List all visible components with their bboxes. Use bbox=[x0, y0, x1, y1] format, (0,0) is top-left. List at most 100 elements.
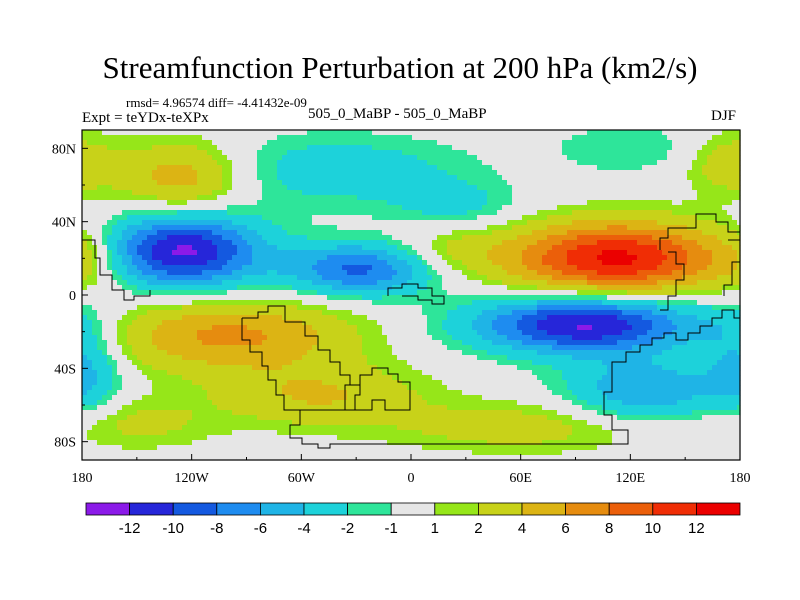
field-cell bbox=[437, 235, 443, 241]
field-cell bbox=[392, 170, 398, 176]
field-cell bbox=[637, 225, 643, 231]
field-cell bbox=[477, 185, 483, 191]
field-cell bbox=[427, 190, 433, 196]
field-cell bbox=[657, 155, 663, 161]
field-cell bbox=[642, 215, 648, 221]
field-cell bbox=[652, 135, 658, 141]
field-cell bbox=[172, 150, 178, 156]
field-cell bbox=[92, 265, 98, 271]
field-cell bbox=[212, 270, 218, 276]
field-cell bbox=[302, 260, 308, 266]
field-cell bbox=[182, 175, 188, 181]
field-cell bbox=[527, 210, 533, 216]
field-cell bbox=[362, 130, 368, 136]
field-cell bbox=[522, 145, 528, 151]
field-cell bbox=[432, 195, 438, 201]
field-cell bbox=[412, 250, 418, 256]
field-cell bbox=[412, 315, 418, 321]
field-cell bbox=[92, 145, 98, 151]
field-cell bbox=[197, 235, 203, 241]
field-cell bbox=[87, 210, 93, 216]
field-cell bbox=[632, 290, 638, 296]
field-cell bbox=[697, 155, 703, 161]
field-cell bbox=[442, 250, 448, 256]
field-cell bbox=[422, 185, 428, 191]
field-cell bbox=[257, 250, 263, 256]
field-cell bbox=[457, 300, 463, 306]
field-cell bbox=[277, 170, 283, 176]
field-cell bbox=[272, 260, 278, 266]
field-cell bbox=[292, 285, 298, 291]
field-cell bbox=[207, 300, 213, 306]
field-cell bbox=[107, 135, 113, 141]
field-cell bbox=[532, 285, 538, 291]
field-cell bbox=[732, 245, 738, 251]
field-cell bbox=[317, 275, 323, 281]
field-cell bbox=[312, 265, 318, 271]
field-cell bbox=[512, 165, 518, 171]
field-cell bbox=[232, 180, 238, 186]
field-cell bbox=[622, 275, 628, 281]
field-cell bbox=[632, 285, 638, 291]
field-cell bbox=[102, 160, 108, 166]
field-cell bbox=[397, 235, 403, 241]
field-cell bbox=[657, 210, 663, 216]
field-cell bbox=[477, 295, 483, 301]
field-cell bbox=[532, 140, 538, 146]
field-cell bbox=[217, 145, 223, 151]
field-cell bbox=[692, 275, 698, 281]
field-cell bbox=[317, 270, 323, 276]
field-cell bbox=[357, 230, 363, 236]
field-cell bbox=[577, 310, 583, 316]
field-cell bbox=[322, 310, 328, 316]
field-cell bbox=[662, 260, 668, 266]
field-cell bbox=[142, 215, 148, 221]
field-cell bbox=[507, 250, 513, 256]
field-cell bbox=[327, 235, 333, 241]
field-cell bbox=[197, 170, 203, 176]
field-cell bbox=[302, 185, 308, 191]
field-cell bbox=[622, 145, 628, 151]
field-cell bbox=[697, 210, 703, 216]
field-cell bbox=[522, 195, 528, 201]
field-cell bbox=[107, 160, 113, 166]
field-cell bbox=[717, 260, 723, 266]
field-cell bbox=[447, 140, 453, 146]
field-cell bbox=[127, 245, 133, 251]
field-cell bbox=[182, 150, 188, 156]
field-cell bbox=[697, 235, 703, 241]
field-cell bbox=[622, 310, 628, 316]
field-cell bbox=[552, 305, 558, 311]
field-cell bbox=[282, 165, 288, 171]
field-cell bbox=[452, 130, 458, 136]
field-cell bbox=[602, 135, 608, 141]
field-cell bbox=[277, 150, 283, 156]
field-cell bbox=[232, 310, 238, 316]
field-cell bbox=[552, 190, 558, 196]
field-cell bbox=[437, 275, 443, 281]
field-cell bbox=[552, 310, 558, 316]
field-cell bbox=[297, 175, 303, 181]
field-cell bbox=[407, 315, 413, 321]
field-cell bbox=[237, 140, 243, 146]
field-cell bbox=[617, 265, 623, 271]
field-cell bbox=[312, 230, 318, 236]
field-cell bbox=[107, 190, 113, 196]
field-cell bbox=[282, 240, 288, 246]
field-cell bbox=[427, 215, 433, 221]
field-cell bbox=[617, 150, 623, 156]
field-cell bbox=[387, 150, 393, 156]
field-cell bbox=[522, 265, 528, 271]
field-cell bbox=[677, 255, 683, 261]
field-cell bbox=[342, 145, 348, 151]
field-cell bbox=[587, 275, 593, 281]
field-cell bbox=[307, 295, 313, 301]
field-cell bbox=[242, 175, 248, 181]
field-cell bbox=[612, 305, 618, 311]
field-cell bbox=[482, 290, 488, 296]
field-cell bbox=[287, 185, 293, 191]
field-cell bbox=[202, 160, 208, 166]
field-cell bbox=[377, 155, 383, 161]
field-cell bbox=[317, 165, 323, 171]
field-cell bbox=[207, 195, 213, 201]
